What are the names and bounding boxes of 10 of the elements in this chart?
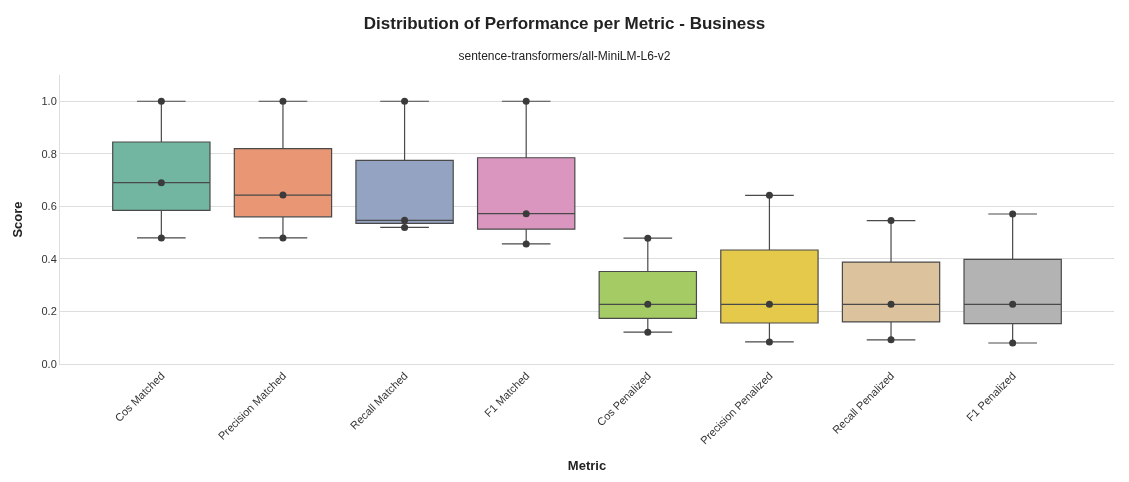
- x-axis-title: Metric: [567, 457, 607, 473]
- y-tick-label: 0.6: [41, 200, 57, 213]
- y-tick-label: 0.0: [41, 357, 57, 370]
- y-tick-label: 0.2: [41, 305, 57, 318]
- chart-subtitle: sentence-transformers/all-MiniLM-L6-v2: [458, 49, 671, 64]
- y-tick-label: 0.8: [41, 147, 57, 160]
- y-tick-label: 0.4: [41, 252, 57, 265]
- y-tick-label: 1.0: [41, 95, 57, 108]
- y-axis-title: Score: [10, 201, 26, 238]
- chart-title: Distribution of Performance per Metric - Business: [363, 13, 766, 33]
